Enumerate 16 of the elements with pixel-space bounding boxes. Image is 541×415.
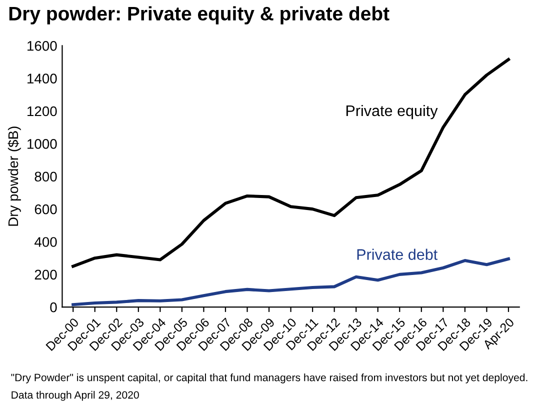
y-tick-label: 600	[34, 204, 57, 214]
y-tick-label: 1200	[28, 106, 57, 116]
y-tick-label: 1000	[28, 139, 57, 149]
text: "Dry Powder" is unspent capital, or capital that fund managers have raised from investors but not yet deployed.	[11, 374, 528, 384]
y-tick-label: 1600	[28, 40, 57, 51]
y-tick-label: 200	[34, 270, 57, 280]
y-tick-label: 0	[50, 302, 57, 312]
text: Data through April 29, 2020	[12, 390, 139, 401]
y-axis-title: Dry powder ($B)	[8, 126, 21, 226]
y-tick-label: 400	[34, 237, 57, 247]
y-tick-label: 1400	[28, 74, 57, 84]
chart-title: Dry powder: Private equity & private debt	[9, 6, 390, 24]
series-label: Private equity	[346, 104, 438, 120]
line-series	[72, 58, 510, 268]
series-label: Private debt	[357, 248, 438, 260]
y-tick-label: 800	[34, 172, 57, 182]
